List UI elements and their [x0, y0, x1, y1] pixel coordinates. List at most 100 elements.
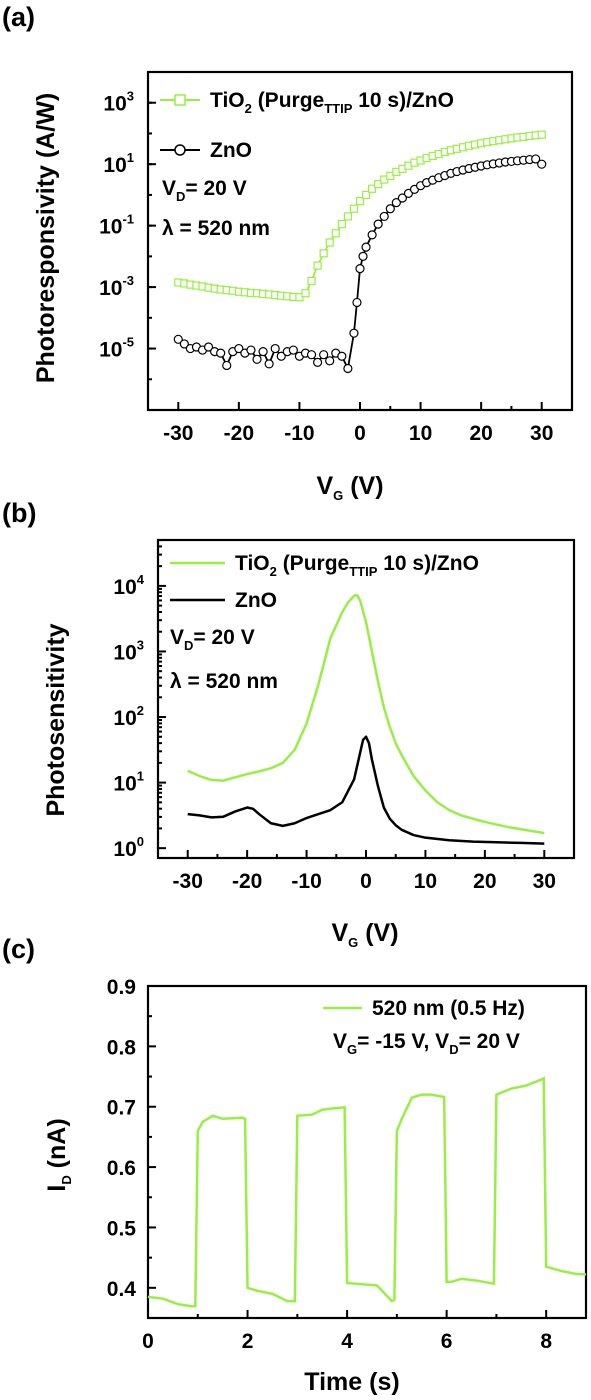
panel-a-legend-zno-label: ZnO	[210, 139, 252, 162]
panel-c-frame	[146, 984, 588, 1320]
panel-a-ytick-label: 10-5	[99, 335, 134, 362]
panel-c-xtick-label: 0	[142, 1330, 154, 1353]
panel-a-ytick-label: 10-1	[99, 212, 134, 239]
panel-a-xtick-label: 20	[469, 422, 492, 445]
panel-c: (c) 0 2 4 6 8 0.4 0.5 0.6 0.7 0.8 0.9 ID (nA) Time…	[2, 934, 588, 1396]
panel-a-series-1-point	[270, 343, 280, 354]
panel-a-series-1-point	[264, 359, 274, 369]
panel-a-series-0-point	[343, 212, 352, 221]
panel-a-legend-tio2-marker	[174, 94, 186, 106]
panel-a-plot-area: -30 -20 -10 0 10 20 30 10-5 10-3 10-1 101 103	[99, 70, 574, 445]
panel-c-ytick-label: 0.7	[107, 1097, 136, 1120]
panel-a-series-1-point	[358, 251, 368, 261]
panel-b-xtick-label: 30	[533, 870, 556, 893]
panel-b-legend-zno-label: ZnO	[235, 589, 277, 612]
panel-a-series-0-point	[368, 184, 377, 193]
panel-a-series-1-point	[361, 242, 371, 252]
panel-a-series-1-point	[319, 350, 329, 360]
panel-c-legend: 520 nm (0.5 Hz) VG= -15 V, VD= 20 V	[323, 997, 525, 1057]
panel-a-series-0-point	[361, 190, 371, 200]
panel-a-series-0-point	[325, 238, 334, 247]
panel-b-xtick-label: 10	[414, 870, 437, 893]
panel-a-series-1-point	[173, 334, 183, 344]
panel-a-xtick-label: 30	[530, 422, 553, 445]
panel-b-ylabel: Photosensitivity	[42, 623, 70, 816]
panel-a-series-1-point	[325, 356, 335, 366]
panel-a-xtick-label: 0	[354, 422, 366, 445]
panel-c-series-0-line	[147, 1076, 587, 1308]
panel-a-frame	[146, 70, 574, 412]
panel-a-series-0-point	[374, 180, 383, 189]
panel-a-legend-lambda: λ = 520 nm	[162, 217, 270, 240]
panel-a-ytick-label: 101	[103, 150, 134, 177]
panel-a-series-0-point	[537, 130, 546, 139]
panel-c-legend-label: 520 nm (0.5 Hz)	[372, 997, 525, 1020]
panel-c-ytick-label: 0.5	[107, 1217, 137, 1240]
panel-a-xtick-label: -30	[163, 422, 193, 445]
panel-b-label: (b)	[2, 498, 36, 528]
panel-a-series-1-point	[391, 197, 401, 208]
panel-a-series-1-point	[246, 345, 256, 355]
panel-b-xlabel: VG (V)	[331, 919, 398, 950]
panel-a-label: (a)	[2, 2, 35, 32]
panel-a-legend-vd: VD= 20 V	[162, 177, 247, 204]
panel-a-series-1-point	[313, 357, 323, 367]
panel-c-xlabel: Time (s)	[304, 1368, 399, 1396]
panel-a-xtick-label: -20	[224, 422, 254, 445]
panel-b-xtick-label: 20	[473, 870, 496, 893]
panel-b-ytick-label: 104	[113, 572, 144, 599]
panel-a-series-1-point	[216, 348, 226, 358]
panel-c-ytick-label: 0.9	[107, 976, 136, 999]
panel-c-legend-bias: VG= -15 V, VD= 20 V	[333, 1030, 520, 1057]
panel-a-series-0-point	[307, 276, 316, 286]
panel-c-xtick-label: 4	[341, 1330, 353, 1353]
panel-a-series-1-point	[397, 193, 407, 203]
panel-a-series-0-point	[313, 261, 322, 270]
panel-a-series-1-point	[355, 264, 365, 274]
panel-a-series-1-point	[276, 351, 286, 361]
panel-a-series-1-point	[385, 204, 395, 214]
panel-a-series-0-point	[319, 249, 328, 258]
panel-b-xtick-label: -30	[173, 870, 203, 893]
panel-a-legend: TiO2 (PurgeTTIP 10 s)/ZnO ZnO VD= 20 V λ…	[160, 89, 454, 240]
panel-a-xtick-label: -10	[284, 422, 314, 445]
panel-a-series-1-point	[306, 350, 317, 360]
panel-a-series-0-point	[337, 220, 346, 229]
panel-a-series-1-point	[179, 339, 189, 349]
panel-c-ylabel: ID (nA)	[43, 1118, 74, 1191]
panel-c-ytick-label: 0.8	[107, 1036, 137, 1059]
panel-a: (a) -30 -20 -10 0 10 20 30 10-5 10-3 10-1 101 103 P…	[2, 2, 574, 503]
panel-b: (b) -30 -20 -10 0 10 20 30 100 101 102 103 104 Phot…	[2, 498, 576, 950]
panel-b-xtick-label: 0	[360, 870, 372, 893]
panel-a-series-1-point	[367, 230, 377, 240]
panel-a-series-0-point	[349, 204, 359, 213]
panel-c-xtick-label: 8	[540, 1330, 552, 1353]
panel-b-ytick-label: 101	[113, 769, 144, 796]
panel-a-series-0-point	[301, 289, 310, 298]
panel-a-ytick-label: 10-3	[99, 273, 134, 300]
panel-b-legend: TiO2 (PurgeTTIP 10 s)/ZnO ZnO VD= 20 V λ…	[170, 552, 479, 693]
panel-b-legend-vd: VD= 20 V	[170, 626, 255, 653]
panel-b-series-0-line	[187, 593, 545, 835]
panel-b-series-1-line	[187, 735, 545, 845]
panel-a-series-1-point	[337, 351, 347, 361]
panel-a-series-1-point	[379, 211, 389, 222]
panel-a-legend-tio2-label: TiO2 (PurgeTTIP 10 s)/ZnO	[210, 89, 454, 116]
panel-b-legend-tio2-label: TiO2 (PurgeTTIP 10 s)/ZnO	[235, 552, 479, 579]
panel-a-series-1-point	[343, 363, 353, 374]
panel-b-ytick-label: 100	[113, 834, 144, 861]
panel-a-series-1-point	[531, 154, 541, 164]
panel-c-plot-area: 0 2 4 6 8 0.4 0.5 0.6 0.7 0.8 0.9	[107, 976, 588, 1353]
panel-a-series-1-point	[252, 354, 262, 364]
panel-a-series-1-point	[203, 342, 214, 352]
panel-c-xtick-label: 2	[242, 1330, 254, 1353]
panel-a-series-1-point	[258, 347, 268, 357]
panel-a-ytick-label: 103	[103, 89, 134, 116]
panel-b-frame	[156, 538, 576, 860]
panel-b-ytick-label: 102	[113, 703, 144, 730]
panel-a-series-1-point	[537, 159, 547, 169]
panel-a-series-0-point	[355, 196, 365, 206]
panel-c-xtick-label: 6	[441, 1330, 453, 1353]
panel-a-xlabel: VG (V)	[316, 472, 383, 503]
